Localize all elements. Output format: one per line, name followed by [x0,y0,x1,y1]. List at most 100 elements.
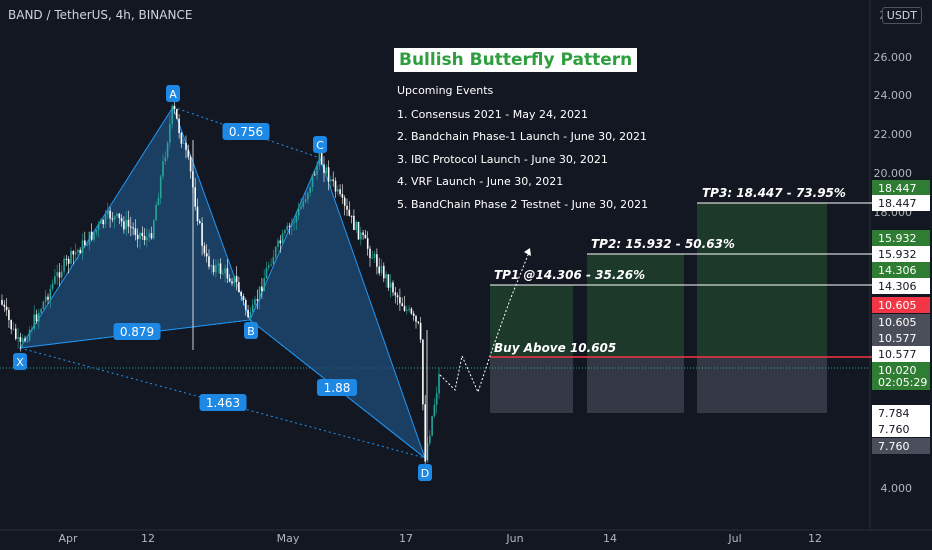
candle-body [118,213,121,219]
tp3-label: TP3: 18.447 - 73.95% [702,186,846,200]
candle-body [360,232,362,240]
point-label: X [16,356,24,369]
point-badge [418,464,432,481]
candle-body [284,230,286,234]
candle-body [233,275,236,284]
candle-body [169,123,171,143]
price-tag [872,180,930,196]
point-label: D [421,467,429,480]
candle-body [323,164,325,173]
candle-body [182,142,185,144]
candle-body [385,274,387,279]
candle-body [350,215,353,217]
candle-body [256,299,259,301]
candle-body [231,281,233,284]
candle-body [42,301,45,309]
candle-body [376,254,378,267]
candle-body [392,282,394,293]
point-label: A [169,88,177,101]
candle-body [155,205,157,221]
candle-body [249,311,252,318]
candle-body [238,282,240,292]
candle-body [113,215,116,220]
candle-body [107,210,109,215]
ratio-label: 0.879 [120,325,154,339]
point-label: C [316,139,324,152]
candle-body [272,256,275,265]
candle-body [353,215,355,230]
price-tag-value: 02:05:29 [878,376,927,389]
candle-body [189,157,192,172]
candle-body [90,231,93,240]
candle-body [438,373,440,394]
price-tag [872,330,930,346]
candle-body [162,161,164,177]
candle-body [435,393,438,405]
candle-body [166,142,169,158]
candle-body [21,338,24,342]
x-tick-label: 17 [399,532,413,545]
candle-body [88,231,91,245]
candle-body [136,234,139,240]
candle-body [417,321,420,323]
candle-body [387,274,390,288]
entry-label: Buy Above 10.605 [494,341,616,355]
price-tag [872,262,930,278]
candle-body [396,295,399,298]
price-tags: 18.447 18.447 15.932 15.932 14.306 14.306 10.6… [872,180,930,454]
candle-body [261,286,263,292]
candlestick-series [1,101,440,466]
candle-body [334,180,337,192]
y-tick-label: 4.000 [881,482,913,495]
candle-body [123,221,125,230]
candle-body [173,105,176,110]
projection-arrow [524,248,531,256]
candle-body [419,322,422,340]
price-tag [872,314,930,330]
candle-body [17,337,19,339]
candle-body [56,272,58,277]
tp1-label: TP1 @14.306 - 35.26% [494,268,645,282]
candle-body [380,265,383,274]
point-labels: X A B C D [13,85,432,481]
candle-body [187,149,190,158]
candle-body [15,328,17,339]
price-tag-value: 7.784 [878,407,910,420]
price-tag [872,278,930,294]
candle-body [422,339,424,405]
candle-body [314,174,316,176]
candle-body [362,232,364,235]
target-zones [490,203,827,413]
point-badge [13,353,27,370]
symbol-title[interactable]: BAND / TetherUS, 4h, BINANCE [8,8,193,22]
price-tag [872,246,930,262]
x-tick-label: Jun [505,532,523,545]
ratio-badge [317,379,357,396]
candle-body [102,219,104,225]
point-label: B [247,325,255,338]
price-tag [872,438,930,454]
candle-body [270,264,272,266]
stop-zone-2 [587,357,684,413]
candle-body [5,306,8,310]
candle-body [143,235,146,241]
candle-body [371,257,374,259]
projection-path [439,249,531,394]
price-tag [872,195,930,211]
price-tag-value: 18.447 [878,197,917,210]
candle-body [341,194,344,198]
candle-body [159,176,162,198]
candle-body [429,435,431,444]
candle-body [212,265,215,273]
price-tag [872,374,930,390]
point-badge [166,85,180,102]
target-zone-tp2 [587,254,684,357]
candle-body [295,215,298,223]
candle-body [1,300,3,305]
candle-body [111,218,114,220]
currency-button[interactable]: USDT [881,7,922,24]
candle-body [318,152,321,166]
candle-body [348,209,351,216]
candle-body [26,340,29,342]
